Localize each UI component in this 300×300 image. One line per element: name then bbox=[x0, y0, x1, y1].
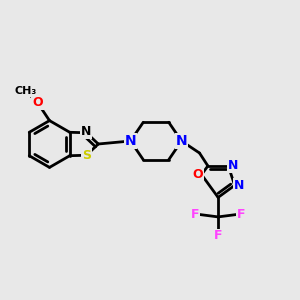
Text: F: F bbox=[237, 208, 245, 221]
Text: O: O bbox=[193, 168, 203, 181]
Text: N: N bbox=[81, 125, 92, 138]
Text: O: O bbox=[32, 96, 43, 109]
Text: N: N bbox=[125, 134, 136, 148]
Text: S: S bbox=[82, 149, 91, 162]
Text: CH₃: CH₃ bbox=[15, 86, 37, 96]
Text: F: F bbox=[214, 229, 222, 242]
Text: F: F bbox=[191, 208, 199, 221]
Text: N: N bbox=[234, 179, 244, 192]
Text: N: N bbox=[228, 159, 238, 172]
Text: N: N bbox=[176, 134, 187, 148]
